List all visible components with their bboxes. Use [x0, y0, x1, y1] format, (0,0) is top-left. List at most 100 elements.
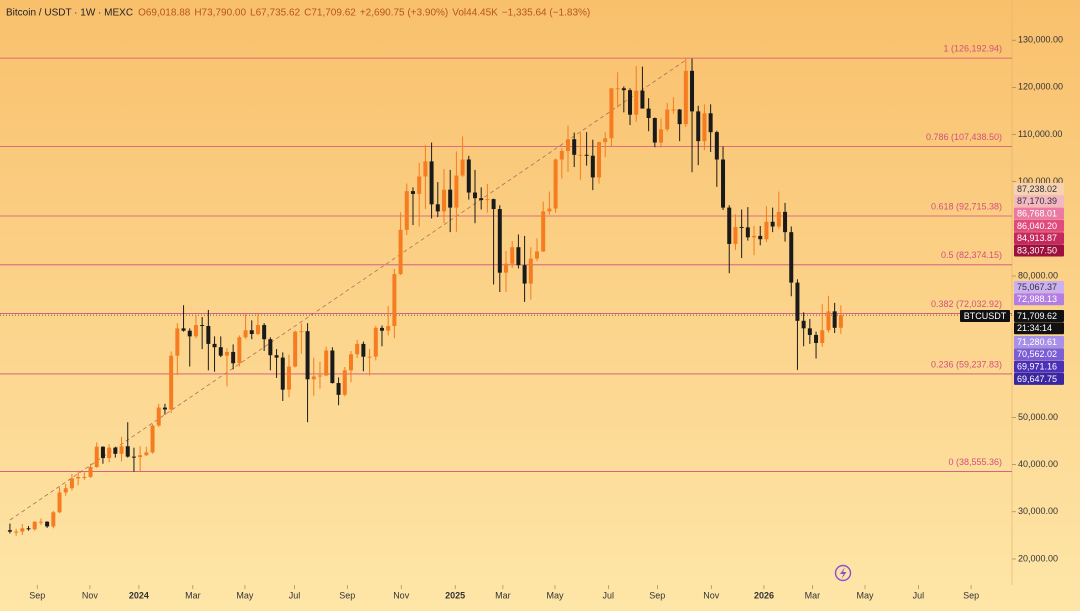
candle-body	[776, 211, 781, 227]
candle-body	[491, 199, 496, 210]
candle-body	[57, 492, 62, 513]
candle-body	[125, 446, 130, 457]
candle-body	[764, 221, 769, 240]
candle-body	[485, 199, 490, 201]
price-tag	[1014, 336, 1064, 348]
price-tag	[1014, 360, 1064, 373]
price-tag	[1014, 207, 1064, 220]
candle-body	[156, 407, 161, 426]
candle-body	[386, 325, 391, 331]
candle-body	[51, 512, 56, 527]
price-tag	[1014, 310, 1064, 322]
header-value: O69,018.88	[138, 8, 191, 19]
candle-body	[553, 159, 558, 209]
candle-body	[82, 476, 87, 478]
candle-body	[26, 528, 31, 530]
candle-body	[690, 70, 695, 112]
candle-body	[330, 350, 335, 384]
candle-body	[243, 330, 248, 338]
price-tag	[1014, 293, 1064, 306]
x-tick-label: 2026	[754, 590, 774, 600]
lightning-icon[interactable]	[834, 564, 852, 582]
candle-body	[795, 282, 800, 321]
x-tick-label: Nov	[393, 590, 410, 600]
candle-body	[677, 109, 682, 125]
x-tick-label: Mar	[805, 590, 821, 600]
trendline	[9, 59, 687, 521]
candle-body	[652, 118, 657, 143]
x-tick-label: Sep	[649, 590, 665, 600]
fib-layer: 1 (126,192.94) 0.786 (107,438.50) 0.618 (9…	[0, 44, 1012, 472]
price-tag	[1014, 244, 1064, 257]
candle-body	[7, 530, 12, 532]
candle-body	[745, 227, 750, 238]
candle-body	[100, 446, 105, 459]
candle-body	[566, 139, 571, 152]
candle-body	[379, 327, 384, 331]
price-tag-label: 86,040.20	[1017, 221, 1057, 231]
candle-body	[609, 88, 614, 139]
candle-body	[373, 327, 378, 357]
price-tag-label: 70,562.02	[1017, 349, 1057, 359]
candle-body	[410, 191, 415, 194]
candle-body	[274, 355, 279, 358]
candle-body	[659, 129, 664, 143]
candle-body	[789, 232, 794, 283]
candle-body	[510, 247, 515, 264]
fib-label: 0.618 (92,715.38)	[931, 201, 1002, 211]
candle-body	[45, 521, 50, 527]
price-tag-label: 72,988.13	[1017, 294, 1057, 304]
candle-body	[628, 90, 633, 115]
candle-body	[187, 330, 192, 337]
price-tag-label: 87,170.39	[1017, 196, 1057, 206]
candle-body	[20, 528, 25, 532]
candle-body	[739, 226, 744, 228]
candle-body	[336, 383, 341, 395]
candle-body	[497, 209, 502, 273]
candle-body	[646, 108, 651, 119]
price-tag-label: 84,913.87	[1017, 233, 1057, 243]
x-tick-label: Mar	[185, 590, 201, 600]
chart-title: Bitcoin / USDT · 1W · MEXC	[6, 8, 133, 19]
candle-body	[38, 521, 43, 523]
candle-body	[838, 315, 843, 328]
candle-body	[441, 189, 446, 212]
candle-body	[547, 208, 552, 212]
y-tick-label: 130,000.00	[1018, 35, 1063, 45]
candle-body	[231, 351, 236, 364]
candle-body	[479, 198, 484, 201]
candle-body	[193, 325, 198, 337]
candle-body	[826, 311, 831, 331]
candle-body	[280, 357, 285, 390]
price-tag-label: 75,067.37	[1017, 282, 1057, 292]
candle-body	[14, 531, 19, 533]
candle-body	[572, 139, 577, 155]
candle-body	[224, 351, 229, 356]
candle-body	[392, 274, 397, 326]
candle-body	[516, 247, 521, 266]
candle-body	[522, 265, 527, 284]
candle-body	[665, 109, 670, 130]
label-layer: 130,000.00 120,000.00 110,000.00 100,000.00…	[29, 35, 1064, 600]
candle-body	[311, 376, 316, 380]
candle-body	[708, 113, 713, 133]
candle-body	[472, 192, 477, 199]
candle-body	[832, 311, 837, 328]
y-tick-label: 120,000.00	[1018, 82, 1063, 92]
candle-body	[32, 521, 37, 530]
x-tick-label: Sep	[29, 590, 45, 600]
candle-body	[262, 325, 267, 340]
candle-body	[758, 235, 763, 240]
candle-body	[460, 159, 465, 176]
candle-body	[348, 354, 353, 371]
candle-body	[94, 446, 99, 468]
y-tick-label: 20,000.00	[1018, 553, 1058, 563]
lightning-bolt	[840, 567, 847, 579]
candle-body	[634, 90, 639, 115]
candle-body	[88, 467, 93, 477]
x-tick-label: Sep	[963, 590, 979, 600]
y-tick-label: 50,000.00	[1018, 412, 1058, 422]
price-tag-label: 69,971.16	[1017, 361, 1057, 371]
